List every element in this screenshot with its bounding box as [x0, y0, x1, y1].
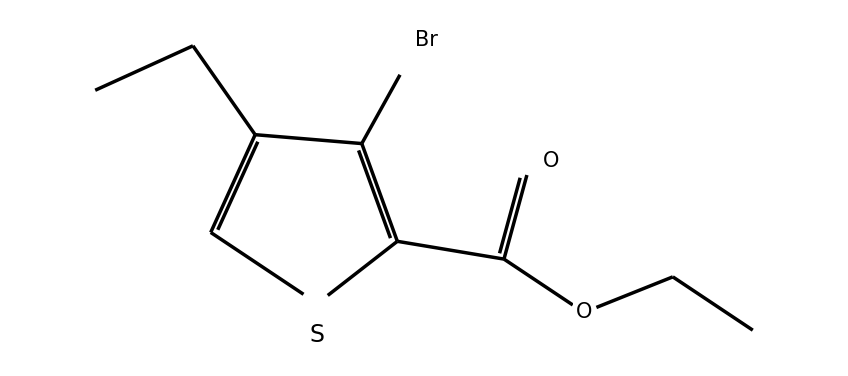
Text: Br: Br: [416, 30, 438, 50]
Text: O: O: [576, 302, 592, 322]
Text: S: S: [310, 323, 325, 347]
Text: O: O: [543, 152, 560, 171]
